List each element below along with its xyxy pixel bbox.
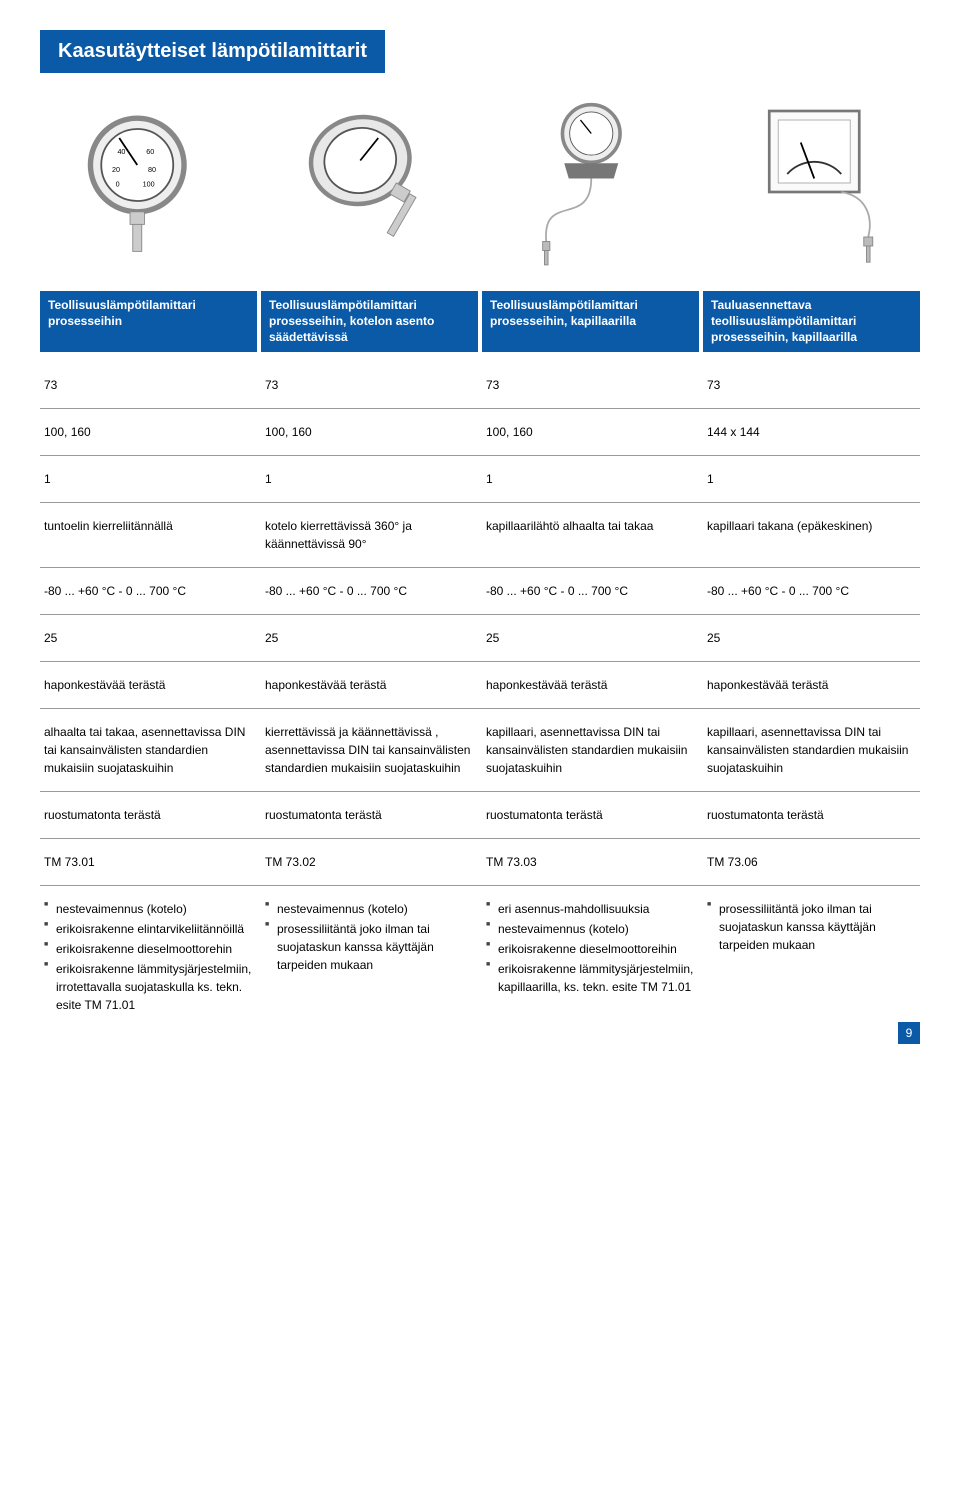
list-item: nestevaimennus (kotelo) <box>44 900 253 918</box>
cell: 1 <box>40 470 257 488</box>
cell: haponkestävää terästä <box>261 676 478 694</box>
cell: 144 x 144 <box>703 423 920 441</box>
col-header-1: Teollisuuslämpötilamittari prosesseihin <box>40 291 257 352</box>
cell: haponkestävää terästä <box>40 676 257 694</box>
cell: -80 ... +60 °C - 0 ... 700 °C <box>40 582 257 600</box>
cell: 25 <box>703 629 920 647</box>
cell: kierrettävissä ja käännettävissä , asenn… <box>261 723 478 777</box>
bullet-cell-2: nestevaimennus (kotelo) prosessiliitäntä … <box>261 900 478 1016</box>
table-row: TM 73.01 TM 73.02 TM 73.03 TM 73.06 <box>40 839 920 886</box>
page-number: 9 <box>898 1022 920 1044</box>
cell: ruostumatonta terästä <box>703 806 920 824</box>
table-row: alhaalta tai takaa, asennettavissa DIN t… <box>40 709 920 792</box>
product-image-1: 40 60 20 80 0 100 <box>40 93 253 273</box>
col-header-3: Teollisuuslämpötilamittari prosesseihin,… <box>482 291 699 352</box>
list-item: prosessiliitäntä joko ilman tai suojatas… <box>265 920 474 974</box>
cell: 100, 160 <box>40 423 257 441</box>
cell: kapillaari, asennettavissa DIN tai kansa… <box>703 723 920 777</box>
cell: tuntoelin kierreliitännällä <box>40 517 257 553</box>
cell: 100, 160 <box>261 423 478 441</box>
cell: 73 <box>482 376 699 394</box>
table-row: 73 73 73 73 <box>40 362 920 409</box>
table-row: ruostumatonta terästä ruostumatonta terä… <box>40 792 920 839</box>
col-header-4: Tauluasennettava teollisuuslämpötilamitt… <box>703 291 920 352</box>
cell: 1 <box>261 470 478 488</box>
table-row: -80 ... +60 °C - 0 ... 700 °C -80 ... +6… <box>40 568 920 615</box>
cell: 1 <box>703 470 920 488</box>
bullet-cell-3: eri asennus-mahdollisuuksia nestevaimennu… <box>482 900 699 1016</box>
cell: 1 <box>482 470 699 488</box>
product-image-4 <box>708 93 921 273</box>
product-image-3 <box>485 93 698 273</box>
cell: TM 73.01 <box>40 853 257 871</box>
cell: 25 <box>482 629 699 647</box>
cell: haponkestävää terästä <box>703 676 920 694</box>
cell: -80 ... +60 °C - 0 ... 700 °C <box>261 582 478 600</box>
table-row: haponkestävää terästä haponkestävää terä… <box>40 662 920 709</box>
list-item: nestevaimennus (kotelo) <box>265 900 474 918</box>
cell: 100, 160 <box>482 423 699 441</box>
cell: kapillaarilähtö alhaalta tai takaa <box>482 517 699 553</box>
cell: ruostumatonta terästä <box>482 806 699 824</box>
list-item: erikoisrakenne lämmitysjärjestelmiin, ka… <box>486 960 695 996</box>
product-image-row: 40 60 20 80 0 100 <box>40 93 920 273</box>
list-item: nestevaimennus (kotelo) <box>486 920 695 938</box>
svg-text:0: 0 <box>116 180 120 189</box>
table-row: tuntoelin kierreliitännällä kotelo kierr… <box>40 503 920 568</box>
table-row-bullets: nestevaimennus (kotelo) erikoisrakenne el… <box>40 886 920 1030</box>
cell: 73 <box>40 376 257 394</box>
cell: alhaalta tai takaa, asennettavissa DIN t… <box>40 723 257 777</box>
cell: TM 73.06 <box>703 853 920 871</box>
svg-text:80: 80 <box>148 165 156 174</box>
svg-text:100: 100 <box>143 180 155 189</box>
list-item: eri asennus-mahdollisuuksia <box>486 900 695 918</box>
cell: TM 73.03 <box>482 853 699 871</box>
list-item: erikoisrakenne dieselmoottoreihin <box>486 940 695 958</box>
cell: 73 <box>261 376 478 394</box>
product-image-2 <box>263 93 476 273</box>
page-title: Kaasutäytteiset lämpötilamittarit <box>40 30 385 73</box>
bullet-cell-1: nestevaimennus (kotelo) erikoisrakenne el… <box>40 900 257 1016</box>
cell: kotelo kierrettävissä 360° ja käännettäv… <box>261 517 478 553</box>
table-row: 100, 160 100, 160 100, 160 144 x 144 <box>40 409 920 456</box>
col-header-2: Teollisuuslämpötilamittari prosesseihin,… <box>261 291 478 352</box>
cell: -80 ... +60 °C - 0 ... 700 °C <box>703 582 920 600</box>
list-item: erikoisrakenne lämmitysjärjestelmiin, ir… <box>44 960 253 1014</box>
cell: haponkestävää terästä <box>482 676 699 694</box>
cell: kapillaari takana (epäkeskinen) <box>703 517 920 553</box>
column-headers: Teollisuuslämpötilamittari prosesseihin … <box>40 291 920 352</box>
cell: -80 ... +60 °C - 0 ... 700 °C <box>482 582 699 600</box>
table-row: 25 25 25 25 <box>40 615 920 662</box>
cell: TM 73.02 <box>261 853 478 871</box>
list-item: erikoisrakenne dieselmoottorehin <box>44 940 253 958</box>
cell: kapillaari, asennettavissa DIN tai kansa… <box>482 723 699 777</box>
cell: ruostumatonta terästä <box>40 806 257 824</box>
cell: ruostumatonta terästä <box>261 806 478 824</box>
svg-text:20: 20 <box>112 165 120 174</box>
list-item: prosessiliitäntä joko ilman tai suojatas… <box>707 900 916 954</box>
bullet-cell-4: prosessiliitäntä joko ilman tai suojatas… <box>703 900 920 1016</box>
svg-text:60: 60 <box>146 147 154 156</box>
cell: 25 <box>40 629 257 647</box>
cell: 73 <box>703 376 920 394</box>
table-row: 1 1 1 1 <box>40 456 920 503</box>
svg-text:40: 40 <box>117 147 125 156</box>
cell: 25 <box>261 629 478 647</box>
list-item: erikoisrakenne elintarvikeliitännöillä <box>44 920 253 938</box>
